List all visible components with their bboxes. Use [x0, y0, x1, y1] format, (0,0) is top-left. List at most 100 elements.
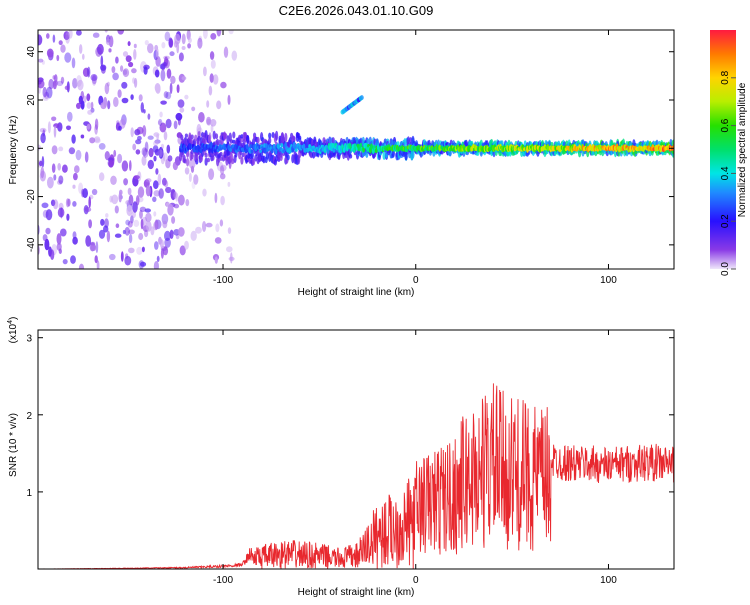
noise-blob — [188, 172, 192, 182]
noise-blob — [106, 230, 111, 243]
noise-blob — [219, 173, 226, 180]
noise-blob — [168, 37, 173, 48]
ridge-halo — [550, 142, 554, 147]
noise-blob — [121, 81, 128, 89]
noise-blob — [160, 69, 166, 82]
noise-blob — [165, 118, 172, 129]
ridge-core — [245, 143, 249, 150]
noise-blob — [51, 145, 58, 155]
noise-blob — [104, 151, 110, 161]
noise-blob — [117, 89, 122, 98]
noise-blob — [80, 134, 85, 139]
ridge-core — [270, 148, 274, 154]
x-tick-label: -100 — [213, 275, 233, 286]
spectrogram-ticks: -100 0 100 -40 -20 0 20 40 — [26, 30, 674, 286]
noise-blob — [173, 120, 178, 130]
noise-blob — [135, 139, 142, 145]
noise-blob — [162, 61, 167, 67]
ridge-core — [374, 148, 378, 154]
noise-blob — [209, 73, 214, 83]
noise-blob — [72, 184, 76, 189]
noise-blob — [174, 33, 181, 45]
noise-blob — [216, 100, 222, 110]
ridge-core — [294, 148, 298, 152]
noise-blob — [72, 201, 77, 207]
noise-blob — [82, 53, 85, 60]
noise-blob — [208, 85, 213, 96]
noise-blob — [77, 79, 84, 91]
noise-blob — [202, 188, 207, 197]
noise-blob — [185, 199, 190, 207]
colorbar-label: Normalized spectral amplitude — [737, 82, 748, 217]
noise-blob — [76, 30, 82, 36]
noise-blob — [50, 199, 56, 207]
noise-blob — [167, 204, 174, 216]
noise-blob — [146, 220, 152, 232]
noise-blob — [95, 241, 99, 254]
spectrogram-panel: -100 0 100 -40 -20 0 20 40 Height of straight l… — [8, 29, 675, 298]
noise-blob — [41, 60, 45, 65]
noise-blob — [155, 84, 161, 94]
noise-blob — [105, 38, 112, 46]
noise-blob — [169, 51, 175, 57]
ridge-core — [272, 143, 276, 149]
noise-blob — [42, 86, 47, 98]
ridge-core — [199, 148, 203, 154]
noise-blob — [56, 80, 64, 87]
noise-blob — [127, 187, 132, 196]
ridge-halo — [240, 156, 244, 165]
y-tick-label: 2 — [26, 411, 32, 422]
noise-blob — [191, 106, 196, 112]
noise-blob — [92, 32, 100, 38]
noise-blob — [125, 55, 132, 63]
ridge-core — [234, 144, 237, 148]
noise-blob — [74, 165, 80, 174]
noise-blob — [44, 238, 50, 251]
noise-blob — [144, 208, 151, 213]
ridge-core — [229, 147, 233, 152]
noise-blob — [181, 76, 187, 81]
noise-blob — [45, 227, 51, 235]
noise-blob — [230, 252, 233, 264]
noise-blob — [90, 107, 95, 113]
noise-blob — [140, 102, 144, 113]
noise-blob — [170, 75, 176, 84]
ridge-halo — [232, 131, 236, 139]
noise-blob — [115, 56, 119, 64]
x-tick-label: 100 — [600, 575, 617, 586]
noise-blob — [205, 222, 213, 228]
noise-blob — [163, 131, 168, 141]
ridge-halo — [345, 136, 349, 146]
noise-blob — [72, 236, 78, 245]
noise-blob — [40, 132, 46, 144]
noise-blob — [56, 54, 60, 62]
noise-blob — [38, 58, 44, 63]
noise-blob — [187, 37, 192, 44]
ridge-halo — [190, 153, 194, 160]
noise-blob — [75, 149, 82, 161]
noise-blob — [114, 205, 119, 214]
noise-blob — [144, 141, 149, 153]
noise-blob — [56, 242, 62, 251]
noise-blob — [137, 186, 145, 198]
ridge-core — [343, 146, 346, 153]
noise-blob — [133, 49, 137, 60]
noise-blob — [140, 218, 144, 230]
noise-blob — [227, 94, 231, 105]
noise-blob — [184, 240, 189, 250]
ridge-halo — [268, 137, 272, 145]
snr-plot-area — [38, 330, 674, 569]
noise-blob — [105, 213, 109, 218]
noise-blob — [178, 194, 185, 206]
noise-blob — [153, 211, 157, 217]
noise-blob — [39, 170, 47, 182]
ridge-core — [195, 149, 199, 153]
ridge-halo — [251, 158, 256, 166]
noise-blob — [72, 78, 78, 89]
noise-blob — [58, 40, 63, 46]
noise-blob — [155, 56, 161, 67]
noise-blob — [153, 261, 159, 269]
noise-blob — [113, 96, 119, 108]
noise-blob — [64, 52, 72, 63]
ridge-halo — [214, 133, 219, 140]
